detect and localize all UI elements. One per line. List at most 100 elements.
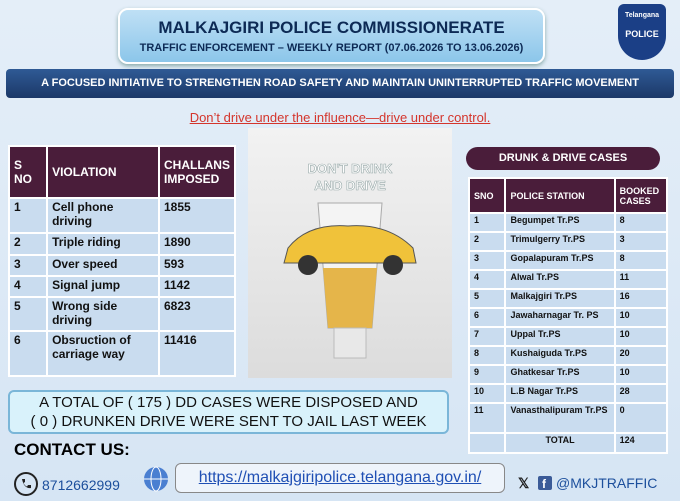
cell: Signal jump [46, 275, 160, 298]
wheel [298, 255, 318, 275]
cell: 3 [467, 250, 507, 271]
cell: Alwal Tr.PS [504, 269, 616, 290]
cell: 10 [613, 307, 669, 328]
row: 2 Triple riding 1890 [7, 232, 237, 256]
cell: 1 [7, 197, 49, 234]
cell: 16 [613, 288, 669, 309]
cell: Trimulgerry Tr.PS [504, 231, 616, 252]
cell: 5 [467, 288, 507, 309]
contact-heading: CONTACT US: [14, 440, 130, 459]
slogan: Don’t drive under the influence—drive un… [189, 110, 491, 125]
total-label: TOTAL [504, 432, 616, 454]
cell: Uppal Tr.PS [504, 326, 616, 347]
cell: 5 [7, 296, 49, 332]
cell: 9 [467, 364, 507, 385]
subtitle: TRAFFIC ENFORCEMENT – WEEKLY REPORT (07.… [139, 42, 524, 54]
cell: 28 [613, 383, 669, 404]
cell: 8 [613, 212, 669, 233]
wheel [383, 255, 403, 275]
row: 4 Signal jump 1142 [7, 275, 237, 298]
cell: Malkajgiri Tr.PS [504, 288, 616, 309]
violations-table: S NO VIOLATION CHALLANS IMPOSED 1 Cell phone… [7, 145, 237, 377]
logo-top: Telangana [624, 12, 660, 19]
cell: 11416 [157, 330, 237, 377]
total-row: TOTAL 124 [467, 432, 669, 454]
cell [467, 432, 507, 454]
url-box: https://malkajgiripolice.telangana.gov.i… [175, 463, 505, 493]
row: 6 Jawaharnagar Tr. PS 10 [467, 307, 669, 328]
cell: 8 [467, 345, 507, 366]
header-cell: POLICE STATION [504, 177, 616, 214]
car [283, 225, 417, 264]
row: 5 Wrong side driving 6823 [7, 296, 237, 332]
row: 5 Malkajgiri Tr.PS 16 [467, 288, 669, 309]
cell: 593 [157, 254, 237, 277]
header-cell: BOOKED CASES [613, 177, 669, 214]
cell: 20 [613, 345, 669, 366]
poster-line1: DON'T DRINK [308, 161, 393, 176]
phone-icon [14, 472, 38, 496]
cell: 1890 [157, 232, 237, 256]
poster-line2: AND DRIVE [314, 178, 386, 193]
title: MALKAJGIRI POLICE COMMISSIONERATE [158, 18, 505, 37]
cell: Jawaharnagar Tr. PS [504, 307, 616, 328]
cell: Over speed [46, 254, 160, 277]
poster-art: DON'T DRINK AND DRIVE [283, 161, 417, 359]
cell: 3 [7, 254, 49, 277]
cell: Kushaiguda Tr.PS [504, 345, 616, 366]
cell: 3 [613, 231, 669, 252]
svg-text:𝕏: 𝕏 [518, 475, 530, 491]
social-handle[interactable]: @MKJTRAFFIC [556, 475, 658, 491]
header-cell: S NO [7, 145, 49, 199]
row: 2 Trimulgerry Tr.PS 3 [467, 231, 669, 252]
cell: 10 [613, 364, 669, 385]
cell: Ghatkesar Tr.PS [504, 364, 616, 385]
cell: 4 [7, 275, 49, 298]
cell: 4 [467, 269, 507, 290]
row: 1 Cell phone driving 1855 [7, 197, 237, 234]
row: 6 Obsruction of carriage way 11416 [7, 330, 237, 377]
header-cell: VIOLATION [46, 145, 160, 199]
cell: 11 [613, 269, 669, 290]
summary: A TOTAL OF ( 175 ) DD CASES WERE DISPOSE… [8, 390, 449, 434]
row: 10 L.B Nagar Tr.PS 28 [467, 383, 669, 404]
cell: Triple riding [46, 232, 160, 256]
total-value: 124 [613, 432, 669, 454]
row: 1 Begumpet Tr.PS 8 [467, 212, 669, 233]
poster: DON'T DRINK AND DRIVE [248, 128, 452, 378]
cell: Wrong side driving [46, 296, 160, 332]
cell: 8 [613, 250, 669, 271]
cell: Vanasthalipuram Tr.PS [504, 402, 616, 434]
header-cell: SNO [467, 177, 507, 214]
header-cell: CHALLANS IMPOSED [157, 145, 237, 199]
logo-bottom: POLICE [625, 29, 659, 39]
cell: 2 [7, 232, 49, 256]
globe-icon [144, 466, 168, 492]
url-link[interactable]: https://malkajgiripolice.telangana.gov.i… [198, 469, 482, 486]
cell: 1 [467, 212, 507, 233]
phone[interactable]: 8712662999 [42, 477, 120, 493]
drunk-drive-title: DRUNK & DRIVE CASES [466, 147, 660, 170]
cell: 2 [467, 231, 507, 252]
cell: 10 [613, 326, 669, 347]
header-row: S NO VIOLATION CHALLANS IMPOSED [7, 145, 237, 199]
cell: Cell phone driving [46, 197, 160, 234]
cell: 6823 [157, 296, 237, 332]
row: 9 Ghatkesar Tr.PS 10 [467, 364, 669, 385]
cell: 11 [467, 402, 507, 434]
cell: 6 [467, 307, 507, 328]
cell: 1855 [157, 197, 237, 234]
summary-line: ( 0 ) DRUNKEN DRIVE WERE SENT TO JAIL LA… [30, 413, 427, 430]
row: 8 Kushaiguda Tr.PS 20 [467, 345, 669, 366]
cell: 0 [613, 402, 669, 434]
svg-text:f: f [542, 477, 547, 491]
row: 3 Over speed 593 [7, 254, 237, 277]
cell: L.B Nagar Tr.PS [504, 383, 616, 404]
drunk-drive-table: SNO POLICE STATION BOOKED CASES 1 Begumpet T… [467, 177, 669, 454]
summary-line: A TOTAL OF ( 175 ) DD CASES WERE DISPOSE… [39, 394, 418, 411]
cell: 7 [467, 326, 507, 347]
logo: Telangana POLICE [618, 4, 666, 60]
cell: Obsruction of carriage way [46, 330, 160, 377]
